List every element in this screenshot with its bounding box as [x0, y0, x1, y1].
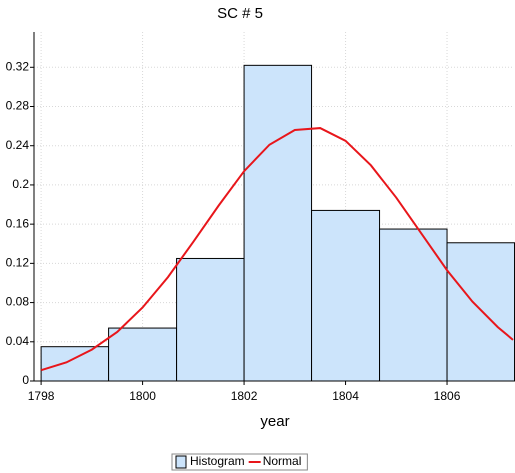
x-tick-label: 1804: [332, 389, 359, 403]
legend-box: [171, 453, 308, 471]
normal-curve: [40, 127, 514, 372]
x-tick-label: 1806: [434, 389, 461, 403]
x-tick-label: 1800: [129, 389, 156, 403]
histogram-bar: [311, 209, 381, 382]
legend-label: Histogram: [190, 454, 245, 468]
legend: Histogram Normal: [171, 453, 308, 471]
histogram-bar: [243, 64, 313, 382]
x-axis-label: year: [260, 413, 289, 430]
y-tick-label: 0.12: [6, 256, 30, 270]
y-tick-label: 0.2: [12, 177, 29, 191]
x-tick-label: 1802: [231, 389, 258, 403]
histogram-bar: [40, 346, 110, 382]
y-tick-label: 0.24: [6, 138, 30, 152]
histogram-bar: [446, 242, 515, 382]
histogram-bar: [108, 327, 178, 382]
legend-label: Normal: [263, 454, 302, 468]
legend-swatch: [175, 455, 187, 469]
histogram-bar: [176, 257, 245, 382]
y-tick-label: 0.08: [6, 295, 30, 309]
y-tick-label: 0.04: [6, 334, 30, 348]
x-tick-label: 1798: [28, 389, 55, 403]
y-tick-label: 0.28: [6, 99, 30, 113]
y-tick-label: 0: [22, 373, 29, 387]
y-tick-label: 0.16: [6, 216, 30, 230]
y-tick-label: 0.32: [6, 59, 30, 73]
histogram-bar: [379, 228, 448, 382]
chart-title: SC # 5: [217, 5, 263, 22]
